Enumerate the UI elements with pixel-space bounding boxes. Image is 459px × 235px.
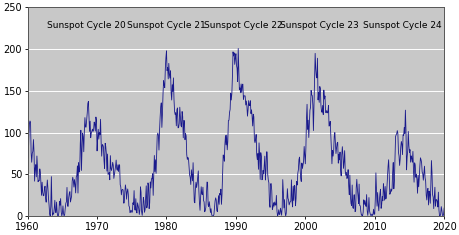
Text: Sunspot Cycle 20: Sunspot Cycle 20 xyxy=(47,21,126,30)
Text: Sunspot Cycle 22: Sunspot Cycle 22 xyxy=(203,21,281,30)
Text: Sunspot Cycle 24: Sunspot Cycle 24 xyxy=(363,21,441,30)
Text: Sunspot Cycle 21: Sunspot Cycle 21 xyxy=(127,21,206,30)
Text: Sunspot Cycle 23: Sunspot Cycle 23 xyxy=(279,21,358,30)
